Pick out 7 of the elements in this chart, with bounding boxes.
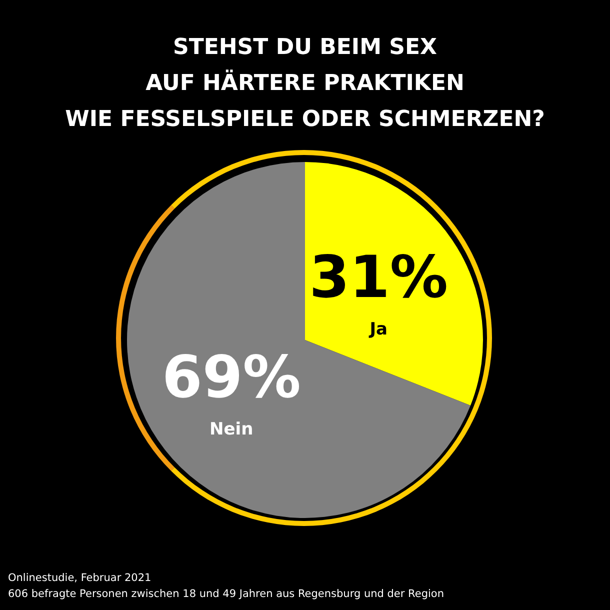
text: 606 befragte Personen zwischen 18 und 49 Jahren aus Regensburg und der Region — [8, 587, 444, 602]
chart-title: STEHST DU BEIM SEX AUF HÄRTERE PRAKTIKEN WIE FESSELSPIELE ODER SCHMERZEN? — [64, 34, 546, 134]
slice-label: Ja — [368, 319, 388, 340]
data-label: 31% — [309, 243, 448, 312]
text: Onlinestudie, Februar 2021 — [8, 571, 152, 586]
slice-label: Nein — [210, 419, 254, 440]
data-label: 69% — [162, 343, 301, 412]
